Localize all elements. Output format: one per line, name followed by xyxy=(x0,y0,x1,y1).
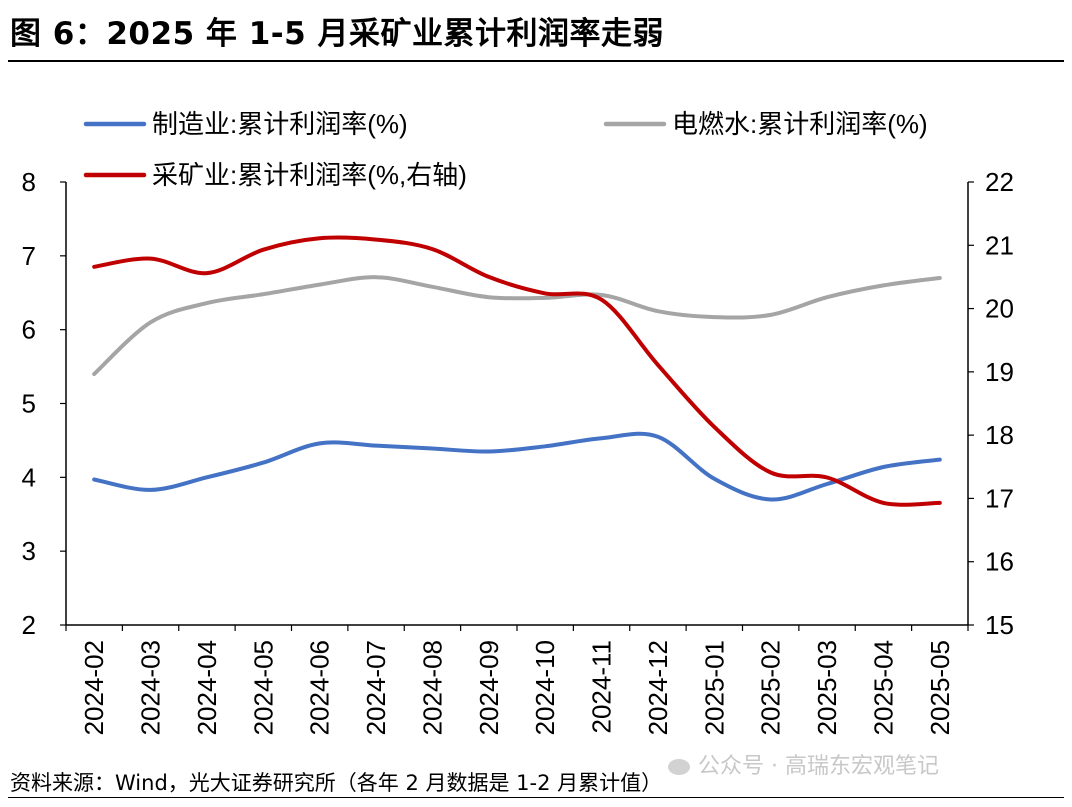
x-tick-label: 2024-08 xyxy=(417,640,447,735)
right-y-tick-label: 21 xyxy=(985,230,1014,260)
legend-label: 制造业:累计利润率(%) xyxy=(152,109,408,139)
x-tick-label: 2024-06 xyxy=(305,640,335,735)
right-y-tick-label: 20 xyxy=(985,294,1014,324)
x-tick-label: 2024-09 xyxy=(474,640,504,735)
left-y-tick-label: 8 xyxy=(22,167,36,197)
left-y-tick-label: 3 xyxy=(22,536,36,566)
left-y-tick-label: 7 xyxy=(22,241,36,271)
source-note: 资料来源：Wind，光大证券研究所（各年 2 月数据是 1-2 月累计值） xyxy=(10,771,663,795)
series-line-0 xyxy=(92,431,942,502)
legend-label: 电燃水:累计利润率(%) xyxy=(672,109,928,139)
left-y-tick-label: 2 xyxy=(22,610,36,640)
right-y-tick-label: 19 xyxy=(985,357,1014,387)
series-line-1 xyxy=(92,275,942,376)
right-y-tick-label: 16 xyxy=(985,547,1014,577)
x-tick-label: 2024-03 xyxy=(136,640,166,735)
watermark: 公众号 · 高瑞东宏观笔记 xyxy=(668,748,939,780)
right-y-tick-label: 15 xyxy=(985,610,1014,640)
x-tick-label: 2025-05 xyxy=(925,640,955,735)
right-y-tick-label: 18 xyxy=(985,420,1014,450)
x-tick-label: 2024-02 xyxy=(79,640,109,735)
footer-divider xyxy=(8,797,1064,798)
series-line-2 xyxy=(92,235,942,507)
right-y-tick-label: 17 xyxy=(985,483,1014,513)
x-tick-label: 2025-01 xyxy=(699,640,729,735)
left-y-tick-label: 5 xyxy=(22,389,36,419)
wechat-icon xyxy=(668,759,690,775)
x-tick-label: 2025-04 xyxy=(868,640,898,735)
right-y-tick-label: 22 xyxy=(985,167,1014,197)
x-tick-label: 2024-04 xyxy=(192,640,222,735)
title-divider xyxy=(8,60,1064,62)
x-tick-label: 2025-03 xyxy=(812,640,842,735)
x-tick-label: 2024-10 xyxy=(530,640,560,735)
line-chart: 2 3 4 5 6 7 8 15 16 17 18 19 20 21 22 2024-02 2024-03 202… xyxy=(22,109,1014,735)
legend-label: 采矿业:累计利润率(%,右轴) xyxy=(152,160,467,190)
left-y-tick-label: 6 xyxy=(22,315,36,345)
x-tick-label: 2024-05 xyxy=(248,640,278,735)
x-tick-label: 2024-11 xyxy=(587,640,617,734)
x-tick-label: 2025-02 xyxy=(756,640,786,735)
left-y-tick-label: 4 xyxy=(22,462,36,492)
chart-title: 图 6：2025 年 1-5 月采矿业累计利润率走弱 xyxy=(10,16,665,52)
x-tick-label: 2024-12 xyxy=(643,640,673,735)
watermark-text: 公众号 · 高瑞东宏观笔记 xyxy=(698,754,939,779)
x-tick-label: 2024-07 xyxy=(361,640,391,735)
